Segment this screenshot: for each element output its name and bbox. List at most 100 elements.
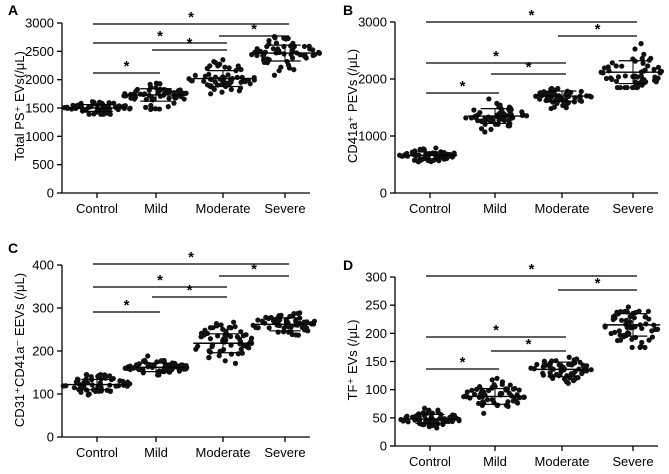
data-point (550, 99, 556, 105)
y-tick-label: 100 (365, 382, 387, 397)
y-tick-label: 500 (32, 157, 54, 172)
data-point (623, 332, 629, 338)
data-point (555, 85, 561, 92)
data-point (137, 91, 143, 97)
significance-star: * (529, 7, 535, 24)
y-axis-label: Total PS⁺ EVs(/μL) (12, 51, 27, 161)
data-point (478, 390, 484, 396)
y-tick-label: 0 (47, 186, 54, 201)
data-point (456, 418, 462, 424)
significance-star: * (251, 21, 257, 38)
data-point (106, 373, 113, 379)
data-point (645, 63, 651, 69)
data-point (215, 333, 221, 339)
data-point (618, 317, 625, 323)
data-point (266, 41, 272, 47)
data-point (232, 324, 238, 330)
y-axis-label: CD31⁺CD41a⁻ EEVs (/μL) (12, 273, 27, 427)
data-point (271, 72, 278, 78)
data-point (289, 47, 295, 54)
data-point (619, 63, 625, 69)
data-point (631, 315, 637, 321)
x-tick-label: Control (76, 201, 118, 216)
data-point (609, 60, 615, 66)
data-point (207, 325, 213, 331)
data-point (255, 317, 261, 323)
y-tick-label: 200 (365, 326, 387, 341)
data-point (239, 350, 245, 356)
panel-label: D (343, 257, 353, 273)
data-point (238, 346, 244, 352)
data-point (208, 83, 214, 89)
data-point (220, 326, 226, 332)
data-point (193, 346, 199, 352)
significance-star: * (460, 354, 466, 371)
data-point (273, 40, 280, 46)
data-point (632, 46, 638, 52)
data-point (286, 324, 292, 330)
data-point (486, 96, 492, 102)
significance-star: * (460, 78, 466, 95)
panel-label: B (343, 2, 353, 18)
data-point (434, 425, 440, 431)
data-point (226, 65, 232, 71)
data-point (613, 63, 619, 69)
data-point (625, 304, 631, 310)
data-point (603, 75, 610, 82)
data-point (204, 65, 210, 71)
x-tick-label: Moderate (535, 454, 590, 469)
data-point (107, 111, 113, 117)
data-point (156, 372, 162, 378)
data-point (228, 86, 234, 93)
data-point (157, 81, 163, 87)
data-point (218, 322, 224, 328)
data-point (543, 90, 549, 96)
data-point (482, 129, 488, 135)
data-point (507, 382, 513, 388)
data-point (74, 376, 81, 382)
data-point (641, 51, 647, 57)
data-point (649, 328, 655, 334)
data-point (505, 403, 511, 409)
data-point (237, 85, 244, 91)
data-point (253, 324, 259, 331)
data-point (145, 353, 151, 359)
data-point (83, 372, 89, 378)
data-point (637, 344, 643, 351)
data-point (616, 328, 622, 334)
y-tick-label: 400 (32, 258, 54, 273)
panel-a: A Total PS⁺ EVs(/μL) 0 500 1000 1500 2000 250… (8, 2, 323, 216)
data-point (251, 74, 257, 81)
data-point (281, 35, 287, 41)
y-tick-label: 300 (32, 301, 54, 316)
data-point (276, 68, 282, 74)
data-point (643, 321, 649, 327)
data-point (231, 319, 237, 325)
data-point (615, 74, 622, 80)
data-point (222, 64, 228, 70)
data-point (171, 89, 177, 96)
y-tick-label: 100 (32, 387, 54, 402)
y-axis-label: CD41a⁺ PEVs (/μL) (345, 49, 360, 163)
data-point (489, 115, 495, 121)
data-point (173, 94, 179, 101)
data-point (642, 344, 648, 351)
y-tick-label: 0 (47, 430, 54, 445)
data-point (609, 76, 615, 82)
data-point (464, 389, 470, 395)
data-point (86, 111, 92, 117)
data-point (461, 394, 467, 400)
data-point (77, 387, 83, 393)
data-point (158, 358, 164, 364)
data-point (613, 78, 620, 85)
y-tick-label: 3000 (358, 15, 387, 30)
data-point (202, 327, 208, 333)
data-point (152, 106, 159, 112)
data-point (653, 79, 659, 85)
y-tick-label: 150 (365, 354, 387, 369)
data-point (211, 86, 217, 92)
data-point (554, 100, 560, 107)
data-point (639, 55, 645, 62)
data-point (247, 81, 253, 87)
